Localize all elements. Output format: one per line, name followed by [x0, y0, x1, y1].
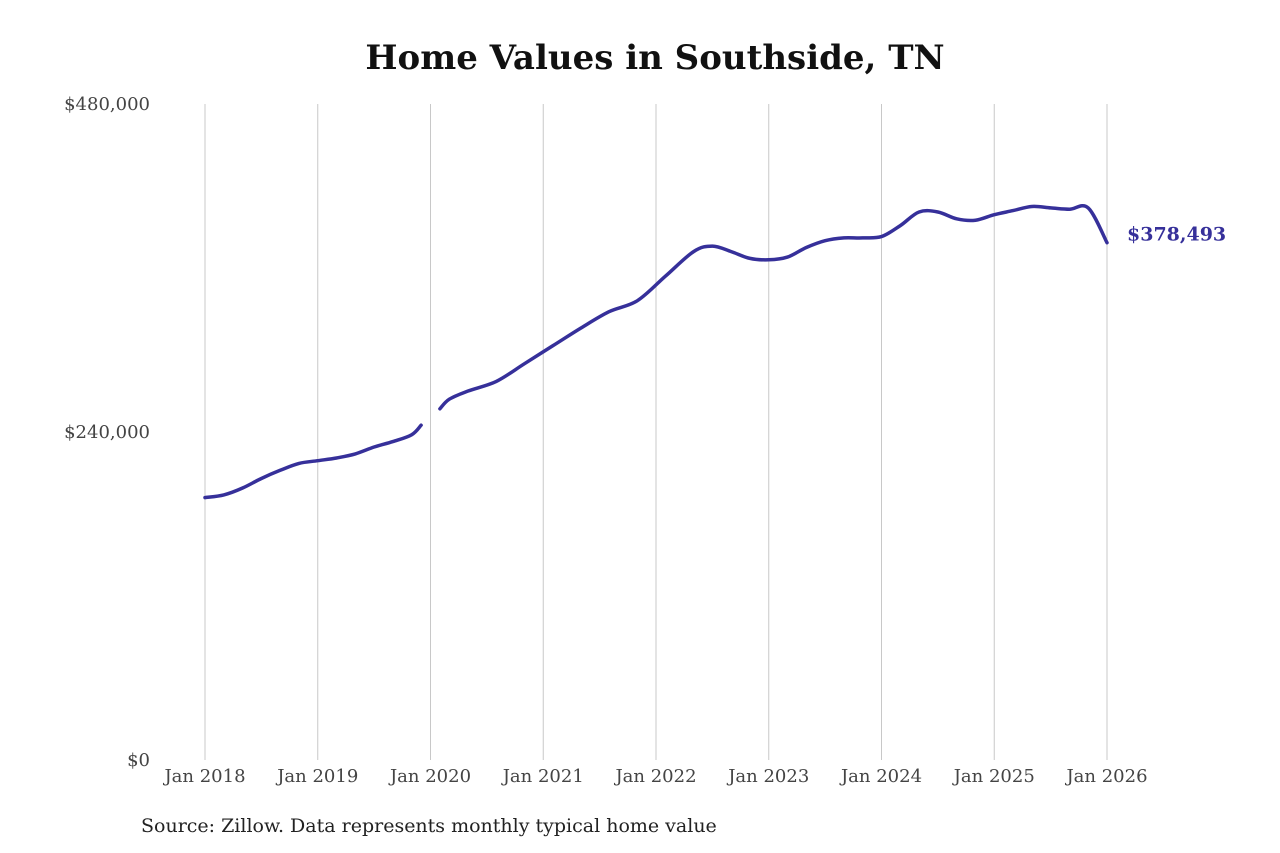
x-tick-label-2018: Jan 2018 [162, 766, 245, 787]
x-axis: Jan 2018 Jan 2019 Jan 2020 Jan 2021 Jan 2022… [162, 766, 1147, 787]
gridlines [204, 104, 1108, 760]
annotations: $378,493 [1127, 224, 1226, 246]
source-note: Source: Zillow. Data represents monthly … [141, 815, 717, 837]
x-tick-label-2026: Jan 2026 [1064, 766, 1147, 787]
y-tick-label-480000: $480,000 [64, 94, 150, 115]
end-value-label: $378,493 [1127, 224, 1226, 246]
x-tick-label-2022: Jan 2022 [613, 766, 696, 787]
x-tick-label-2025: Jan 2025 [952, 766, 1035, 787]
y-axis: $0 $240,000 $480,000 [64, 94, 150, 771]
series-line-segment-1 [203, 423, 423, 500]
y-tick-label-0: $0 [127, 750, 150, 771]
x-tick-label-2019: Jan 2019 [275, 766, 358, 787]
x-tick-label-2021: Jan 2021 [501, 766, 584, 787]
series-line-segment-2 [438, 203, 1109, 411]
y-tick-label-240000: $240,000 [64, 422, 150, 443]
x-tick-label-2020: Jan 2020 [388, 766, 471, 787]
x-tick-label-2024: Jan 2024 [839, 766, 922, 787]
chart-title: Home Values in Southside, TN [365, 38, 945, 78]
series-lines [203, 203, 1109, 500]
x-tick-label-2023: Jan 2023 [726, 766, 809, 787]
